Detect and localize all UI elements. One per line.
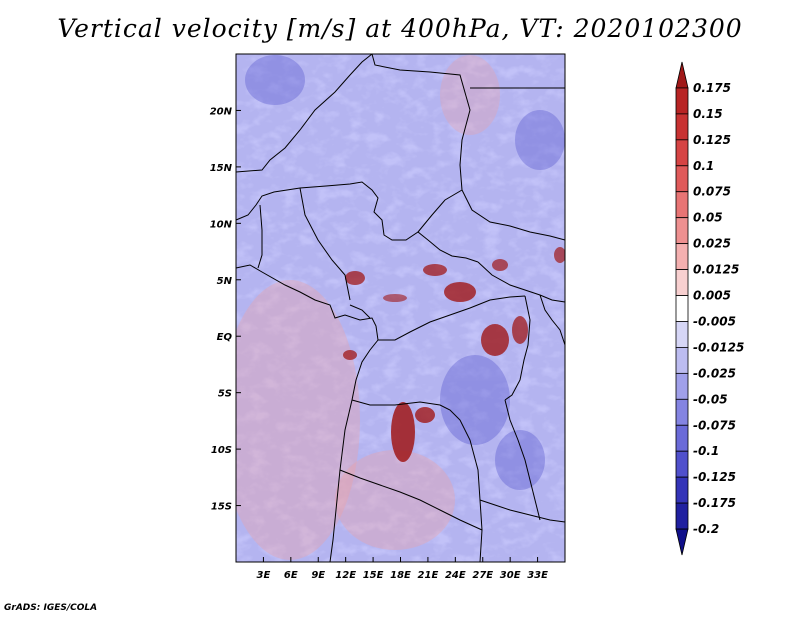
colorbar-label: 0.125: [693, 133, 731, 147]
longitude-axis: 3E 6E 9E 12E 15E 18E 21E 24E 27E 30E 33E: [257, 557, 548, 581]
map-title: Vertical velocity [m/s] at 400hPa, VT: 2…: [57, 14, 743, 43]
colorbar-label: -0.075: [693, 418, 736, 432]
colorbar-label: -0.005: [693, 314, 736, 328]
colorbar-swatch: [675, 217, 689, 245]
colorbar-label: -0.125: [693, 470, 736, 484]
country-borders: [235, 53, 566, 563]
colorbar-swatch: [675, 450, 689, 478]
colorbar-swatch: [675, 113, 689, 141]
colorbar-label: 0.005: [693, 289, 731, 303]
colorbar-label: -0.05: [693, 392, 728, 406]
colorbar-label: -0.175: [693, 496, 736, 510]
lat-tick-label: 20N: [210, 106, 233, 117]
colorbar-swatch: [675, 528, 689, 556]
lon-tick-label: 12E: [335, 570, 356, 581]
lon-tick-label: 27E: [472, 570, 493, 581]
colorbar-swatch: [675, 191, 689, 219]
downdraft-patches: [245, 55, 565, 490]
latitude-axis: 20N 15N 10N 5N EQ 5S 10S 15S: [210, 106, 241, 513]
lat-tick-label: 5N: [217, 276, 233, 287]
lon-tick-label: 24E: [445, 570, 466, 581]
colorbar-label: 0.0125: [693, 263, 739, 277]
footer-credit: GrADS: IGES/COLA: [4, 603, 98, 613]
lon-tick-label: 9E: [311, 570, 325, 581]
colorbar-label: -0.1: [693, 444, 719, 458]
colorbar-swatch: [675, 424, 689, 452]
lon-tick-label: 3E: [257, 570, 271, 581]
colorbar-label: -0.2: [693, 522, 719, 536]
lon-tick-label: 18E: [390, 570, 411, 581]
colorbar-swatch: [675, 502, 689, 530]
colorbar-swatch: [675, 372, 689, 400]
lat-tick-label: 15N: [210, 163, 233, 174]
lat-tick-label: 10N: [210, 219, 233, 230]
lat-tick-label: EQ: [217, 332, 233, 343]
lon-tick-label: 30E: [500, 570, 521, 581]
lat-tick-label: 15S: [211, 502, 232, 513]
lon-tick-label: 15E: [363, 570, 384, 581]
colorbar-swatch: [675, 269, 689, 296]
colorbar-label: 0.1: [693, 159, 714, 173]
colorbar-swatch: [675, 398, 689, 426]
colorbar-label: 0.175: [693, 81, 731, 95]
colorbar-label: 0.15: [693, 107, 723, 121]
lon-tick-label: 33E: [527, 570, 548, 581]
colorbar-label: 0.05: [693, 211, 723, 225]
colorbar-swatch: [675, 476, 689, 504]
colorbar-swatch: [675, 243, 689, 270]
colorbar-swatch: [675, 295, 689, 322]
colorbar-swatch: [675, 139, 689, 167]
colorbar-label: -0.0125: [693, 340, 744, 354]
colorbar-swatch: [675, 87, 689, 115]
updraft-cores: [343, 247, 565, 462]
colorbar-swatch: [675, 61, 689, 89]
vertical-velocity-field: [236, 54, 565, 562]
colorbar-label: -0.025: [693, 366, 736, 380]
colorbar-swatch: [675, 165, 689, 193]
colorbar-swatch: [675, 347, 689, 374]
lat-tick-label: 10S: [211, 445, 232, 456]
colorbar-label: 0.025: [693, 237, 731, 251]
lon-tick-label: 6E: [284, 570, 298, 581]
colorbar-label: 0.075: [693, 185, 731, 199]
lat-tick-label: 5S: [218, 389, 232, 400]
colorbar-swatch: [675, 321, 689, 348]
lon-tick-label: 21E: [418, 570, 439, 581]
colorbar: 0.175 0.15 0.125 0.1 0.075 0.05 0.025 0.0125 0.0…: [675, 61, 744, 556]
